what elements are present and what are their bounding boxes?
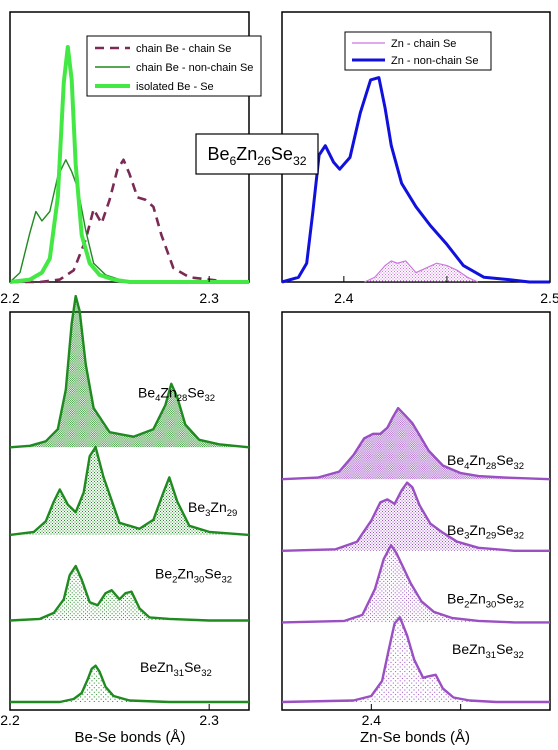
- spectrum-fill-3: [282, 545, 550, 623]
- spectrum-line-1: [9, 294, 250, 449]
- bottom-right-frame: [281, 311, 551, 711]
- series-line-2: [281, 76, 550, 284]
- spectrum-fill-1: [282, 408, 550, 480]
- bottom-left-xtick-label: 2.2: [0, 712, 20, 728]
- center-label-box: [195, 133, 319, 175]
- spectrum-line-3: [9, 564, 249, 622]
- spectrum-fill-2: [10, 447, 249, 535]
- spectrum-label-1: Be4Zn28Se32: [138, 384, 215, 404]
- spectrum-fill-1: [10, 296, 249, 448]
- legend-label: isolated Be - Se: [136, 81, 214, 93]
- spectrum-label-3: Be2Zn30Se32: [447, 590, 524, 610]
- series-fill-1: [364, 260, 478, 282]
- legend-label: chain Be - non-chain Se: [136, 62, 253, 74]
- spectrum-line-2: [9, 446, 250, 537]
- spectrum-fill-4: [10, 665, 249, 702]
- spectrum-label-1: Be4Zn28Se32: [447, 452, 524, 472]
- series-line-1: [364, 260, 479, 283]
- spectrum-line-4: [10, 664, 249, 704]
- spectrum-line-3: [281, 544, 550, 624]
- spectrum-fill-4: [282, 617, 550, 702]
- legend-label: Zn - chain Se: [391, 38, 456, 50]
- panel-top-right: 2.4 2.5 Zn - chain Se Zn - non-chain Se: [281, 11, 558, 306]
- spectrum-label-2: Be3Zn29Se32: [447, 522, 524, 542]
- legend-top-left: chain Be - chain Se chain Be - non-chain …: [86, 35, 262, 97]
- bottom-left-frame: [9, 311, 250, 711]
- panel-bottom-left: Be4Zn28Se32 Be3Zn29 Be2Zn30Se32 BeZn31Se32 2…: [0, 294, 250, 728]
- spectrum-line-4: [281, 616, 550, 704]
- legend-box: [344, 31, 492, 71]
- series-line-3: [9, 45, 249, 284]
- panel-bottom-right: Be4Zn28Se32 Be3Zn29Se32 Be2Zn30Se32 BeZn31S…: [281, 311, 551, 728]
- top-right-xtick-label: 2.4: [334, 290, 354, 306]
- spectrum-label-3: Be2Zn30Se32: [155, 565, 232, 585]
- top-left-xtick-label: 2.3: [199, 290, 219, 306]
- spectrum-fill-2: [282, 482, 550, 551]
- spectrum-label-2: Be3Zn29: [188, 499, 237, 519]
- center-compound-label: Be6Zn26Se32: [195, 133, 319, 175]
- series-line-1: [10, 158, 249, 284]
- x-axis-label-left: Be-Se bonds (Å): [75, 729, 186, 746]
- bottom-right-xtick-label: 2.4: [362, 712, 382, 728]
- top-right-xtick-label: 2.5: [540, 290, 558, 306]
- spectrum-line-2: [281, 481, 550, 552]
- spectrum-label-4: BeZn31Se32: [452, 641, 524, 661]
- spectrum-label-4: BeZn31Se32: [140, 659, 212, 679]
- spectrum-line-1: [281, 406, 551, 481]
- center-label-text: Be6Zn26Se32: [207, 144, 306, 168]
- top-left-xtick-label: 2.2: [0, 290, 20, 306]
- legend-label: chain Be - chain Se: [136, 43, 231, 55]
- legend-label: Zn - non-chain Se: [391, 55, 478, 67]
- legend-top-right: Zn - chain Se Zn - non-chain Se: [344, 31, 492, 71]
- bottom-left-xtick-label: 2.3: [199, 712, 219, 728]
- x-axis-label-right: Zn-Se bonds (Å): [360, 729, 470, 746]
- panel-top-left: 2.2 2.3 chain Be - chain Se chain Be - non-…: [0, 11, 262, 306]
